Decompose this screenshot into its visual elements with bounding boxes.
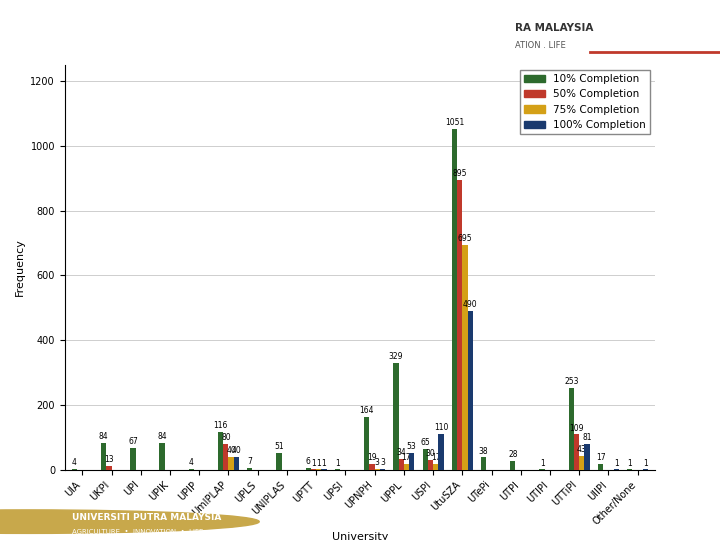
Text: 19: 19 [367, 453, 377, 462]
Bar [409, 453, 415, 470]
Text: 110: 110 [433, 423, 448, 432]
Text: 84: 84 [99, 431, 109, 441]
Bar [481, 457, 486, 470]
Text: 4: 4 [72, 457, 77, 467]
Bar [107, 465, 112, 470]
Bar [510, 461, 516, 470]
Text: 65: 65 [420, 438, 430, 447]
Text: ATION . LIFE: ATION . LIFE [515, 41, 565, 50]
Legend: 10% Completion, 50% Completion, 75% Completion, 100% Completion: 10% Completion, 50% Completion, 75% Comp… [520, 70, 650, 134]
Text: 17: 17 [595, 454, 606, 462]
Text: 40: 40 [226, 446, 236, 455]
Text: 1: 1 [643, 458, 648, 468]
Bar [276, 453, 282, 470]
Text: AGRICULTURE  •  INNOVATION  •  LIFE: AGRICULTURE • INNOVATION • LIFE [72, 529, 203, 535]
Bar [374, 469, 380, 470]
Text: 4: 4 [189, 457, 194, 467]
Bar [393, 363, 399, 470]
X-axis label: University: University [332, 532, 388, 540]
Text: 13: 13 [104, 455, 114, 464]
Text: 3: 3 [380, 458, 385, 467]
Bar [585, 443, 590, 470]
Text: 30: 30 [426, 449, 436, 458]
Text: 67: 67 [128, 437, 138, 446]
Text: 1: 1 [614, 458, 618, 468]
Bar [364, 417, 369, 470]
Bar [305, 468, 311, 470]
Text: 43: 43 [577, 445, 587, 454]
Bar [189, 469, 194, 470]
Text: 34: 34 [396, 448, 406, 457]
Text: 1: 1 [335, 458, 340, 468]
Text: 1: 1 [627, 458, 632, 468]
Text: Completion Rate by University (TITAS): Completion Rate by University (TITAS) [10, 28, 369, 45]
Bar [399, 459, 404, 470]
Text: 1: 1 [311, 458, 316, 468]
Bar [404, 464, 409, 470]
Y-axis label: Frequency: Frequency [15, 238, 25, 296]
Text: 1: 1 [540, 458, 544, 468]
Bar [228, 457, 234, 470]
Bar [380, 469, 385, 470]
Text: 116: 116 [213, 421, 228, 430]
Bar [247, 468, 253, 470]
Bar [574, 435, 579, 470]
Bar [223, 444, 228, 470]
Text: 695: 695 [458, 234, 472, 242]
Bar [101, 443, 107, 470]
Text: 84: 84 [157, 431, 167, 441]
Bar [598, 464, 603, 470]
Bar [423, 449, 428, 470]
Text: 1: 1 [322, 458, 326, 468]
Text: 490: 490 [463, 300, 477, 309]
Bar [457, 180, 462, 470]
Text: UNIVERSITI PUTRA MALAYSIA: UNIVERSITI PUTRA MALAYSIA [72, 514, 221, 523]
Text: 109: 109 [570, 423, 584, 433]
Text: 51: 51 [274, 442, 284, 451]
Bar [433, 464, 438, 470]
Bar [467, 311, 473, 470]
Bar [438, 434, 444, 470]
Text: 1: 1 [316, 458, 321, 468]
Text: RA MALAYSIA: RA MALAYSIA [515, 23, 593, 33]
Text: 329: 329 [389, 352, 403, 361]
Text: 253: 253 [564, 377, 579, 386]
Bar [160, 443, 165, 470]
Bar [369, 464, 374, 470]
Bar [234, 457, 239, 470]
Bar [130, 448, 135, 470]
Bar [579, 456, 585, 470]
Text: 895: 895 [452, 169, 467, 178]
Bar [451, 129, 457, 470]
Bar [428, 460, 433, 470]
Text: 17: 17 [402, 454, 411, 462]
Text: 6: 6 [306, 457, 311, 466]
Text: 28: 28 [508, 450, 518, 459]
Bar [462, 245, 467, 470]
Bar [218, 432, 223, 470]
Text: 53: 53 [407, 442, 417, 451]
Circle shape [0, 510, 259, 534]
Text: 7: 7 [248, 457, 252, 465]
Bar [569, 388, 574, 470]
Text: 80: 80 [221, 433, 230, 442]
Text: 81: 81 [582, 433, 592, 442]
Bar [72, 469, 77, 470]
Text: 17: 17 [431, 454, 441, 462]
Text: 38: 38 [479, 447, 488, 456]
Text: 3: 3 [375, 458, 379, 467]
Text: 40: 40 [232, 446, 241, 455]
Text: 1051: 1051 [445, 118, 464, 127]
Text: 164: 164 [359, 406, 374, 415]
